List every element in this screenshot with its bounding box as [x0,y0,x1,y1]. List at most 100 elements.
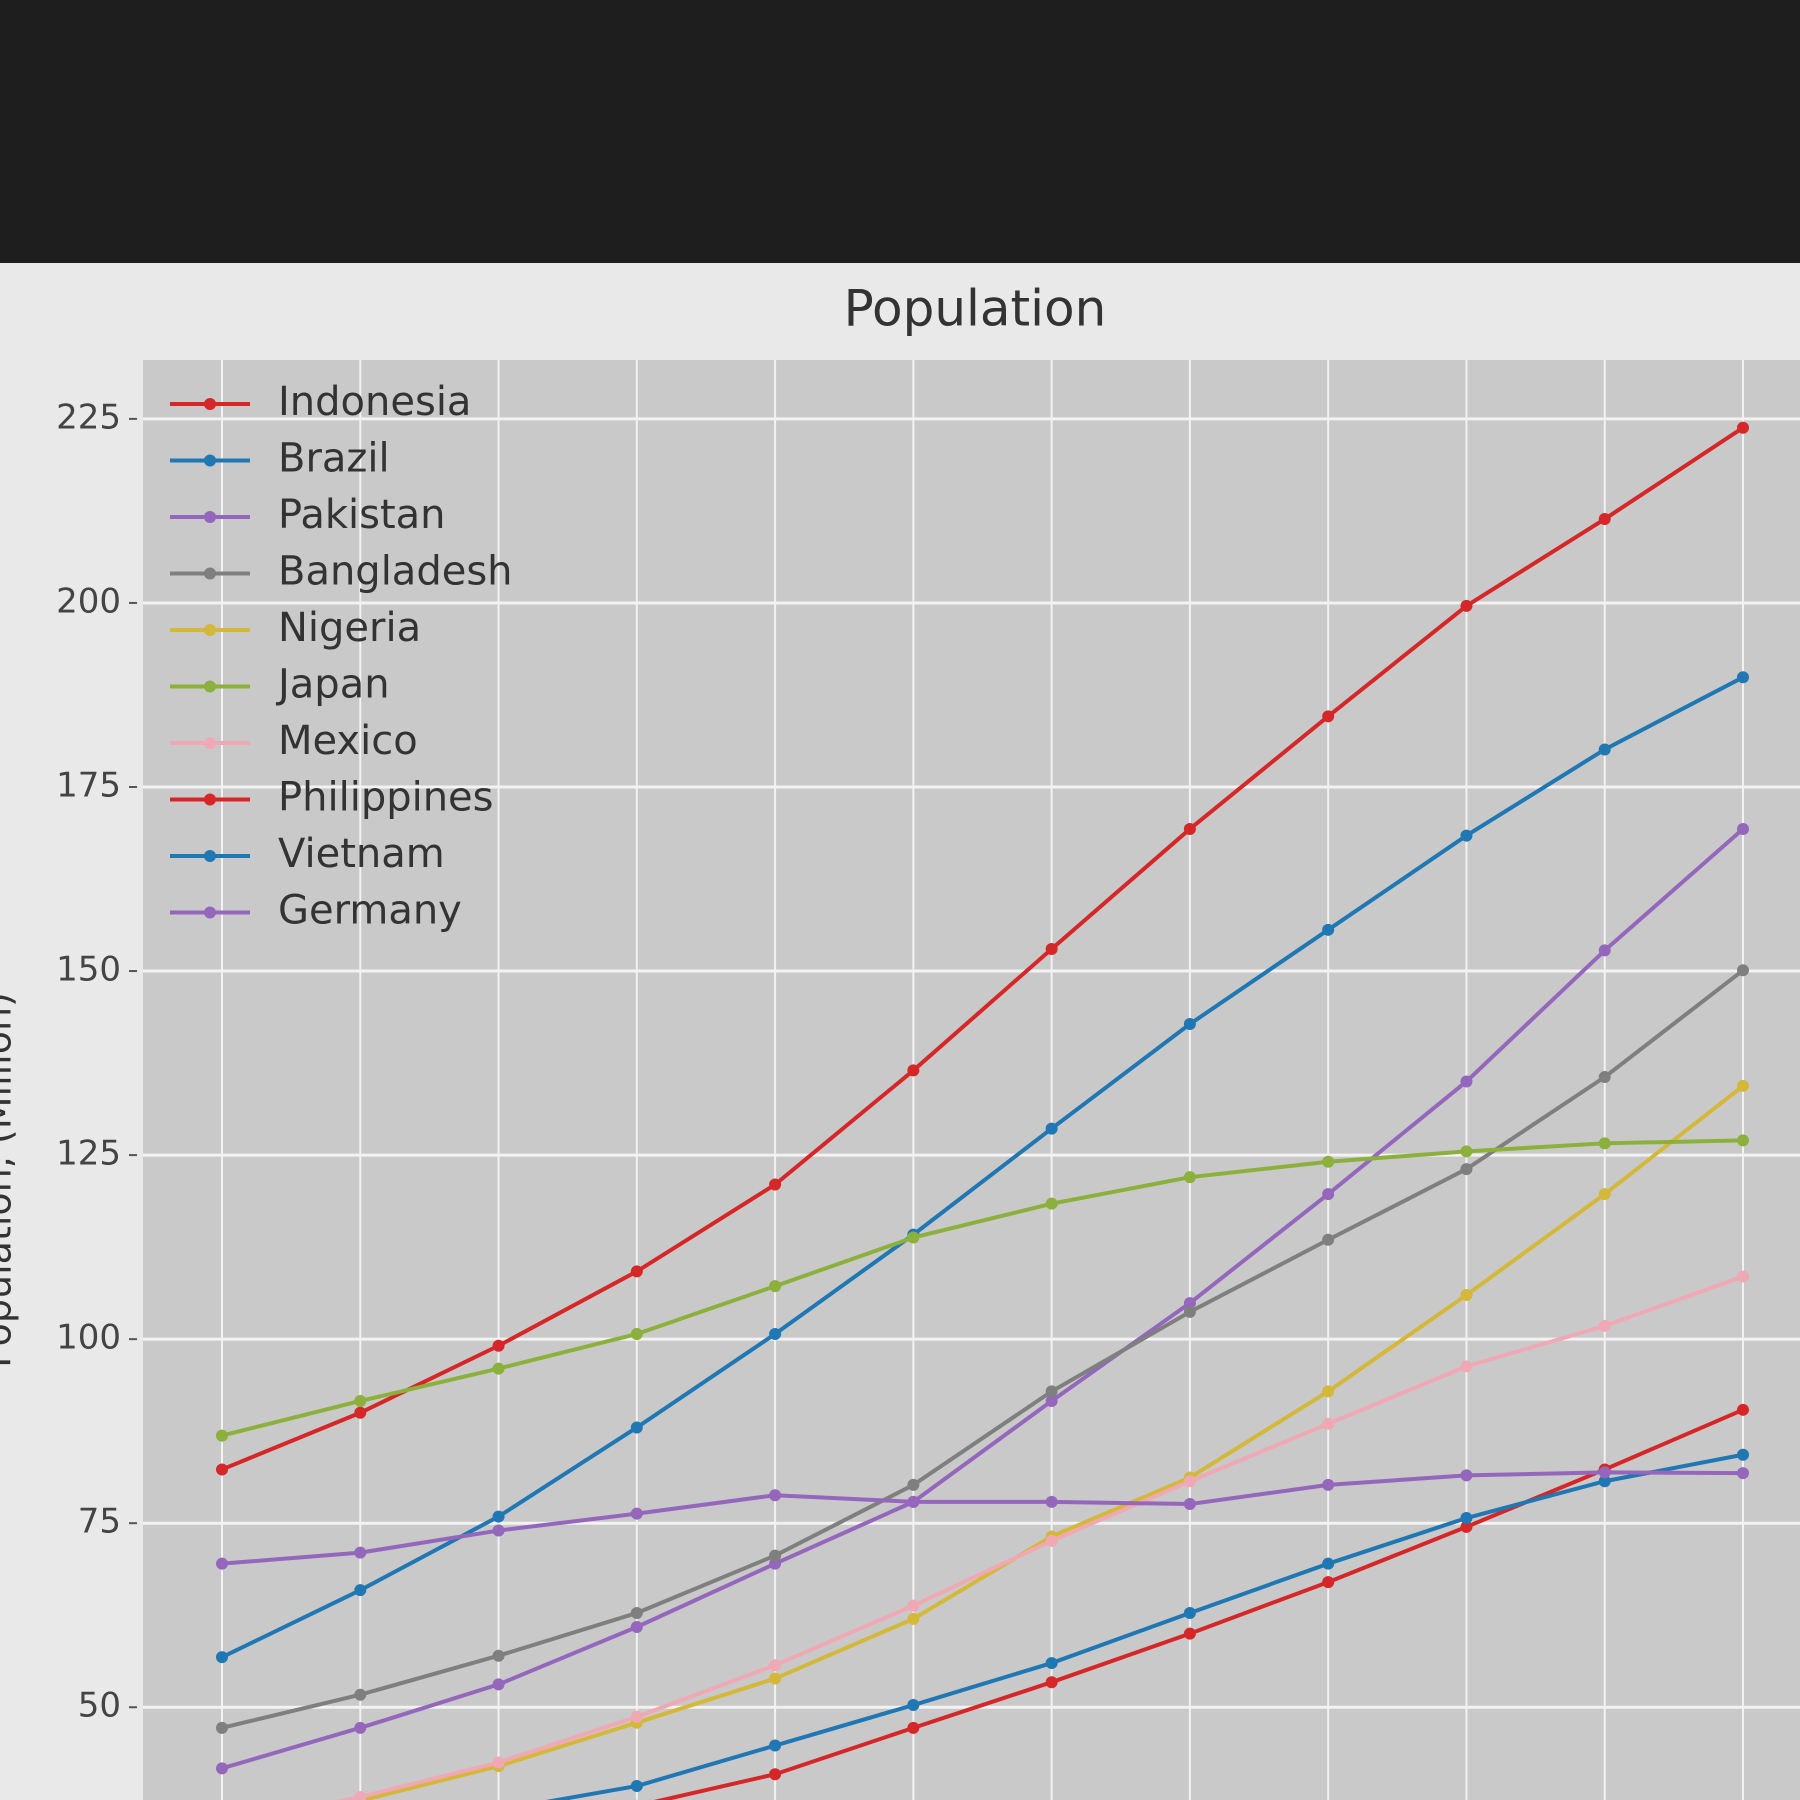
data-point [216,1762,228,1775]
series-line [354,1084,1745,1800]
y-tick-label: 200 [56,581,121,621]
y-tick-label: 75 [78,1502,121,1542]
legend-label: Vietnam [278,831,445,877]
data-point [1460,1360,1473,1373]
data-point [1183,822,1196,835]
data-point [630,1607,643,1620]
data-point [1598,944,1611,957]
data-point [1322,923,1335,936]
data-point [1045,1676,1058,1689]
data-point [769,1549,782,1562]
data-point [1045,1394,1058,1407]
data-point [216,1721,228,1734]
data-point [1183,1498,1196,1511]
data-point [1183,1171,1196,1184]
legend-marker [204,850,216,862]
legend-label: Bangladesh [278,549,513,595]
data-point [1045,1122,1058,1135]
data-point [907,1478,920,1491]
data-point [630,1265,643,1278]
legend-label: Germany [278,888,462,934]
data-point [907,1231,920,1244]
legend-marker [204,454,216,467]
legend-marker [204,511,216,523]
series-line [221,675,1744,1659]
y-tick-label: 50 [78,1686,121,1726]
data-point [769,1327,782,1340]
data-point [354,1584,367,1597]
data-point [1737,1079,1749,1092]
data-point [1460,1512,1473,1525]
data-point [1737,1270,1749,1283]
data-point [630,1327,643,1340]
y-tick-label: 100 [56,1318,121,1358]
data-point [492,1524,505,1537]
data-point [630,1620,643,1633]
data-point [1598,1188,1611,1201]
data-point [354,1688,367,1701]
y-tick-label: 175 [56,765,121,805]
legend-marker [204,398,216,410]
data-point [1460,1520,1473,1533]
data-point [1737,1403,1749,1416]
data-point [1322,1557,1335,1570]
data-point [1460,829,1473,842]
data-point [1598,513,1611,526]
data-point [1460,1075,1473,1088]
data-point [630,1780,643,1793]
data-point [769,1739,782,1752]
data-point [907,1721,920,1734]
data-point [1737,822,1749,835]
data-point [907,1599,920,1612]
data-point [1460,1288,1473,1301]
data-point [1322,1233,1335,1246]
data-point [216,1429,228,1442]
data-point [1183,1018,1196,1031]
data-point [354,1394,367,1407]
data-point [1045,1385,1058,1398]
data-point [354,1791,367,1800]
data-point [769,1672,782,1685]
screen-bezel [0,0,1800,263]
data-point [1598,1475,1611,1488]
data-point [216,1557,228,1570]
data-point [492,1510,505,1523]
data-point [630,1507,643,1520]
series-line [221,827,1745,1771]
legend-marker [204,737,216,749]
data-point [492,1339,505,1352]
data-point [492,1756,505,1769]
data-point [492,1362,505,1375]
data-point [1737,671,1749,684]
data-point [1737,964,1749,977]
data-point [1045,1197,1058,1210]
data-point [769,1280,782,1293]
legend-marker [204,906,216,919]
data-point [1598,1319,1611,1332]
legend-marker [204,680,216,693]
series-line [221,426,1745,1472]
data-point [1183,1627,1196,1640]
plot-area [143,360,1800,1800]
data-point [354,1721,367,1734]
series-line [221,968,1745,1730]
data-point [1045,1495,1058,1508]
data-point [354,1546,367,1559]
data-point [1460,1163,1473,1176]
series-line [653,1407,1744,1800]
data-point [1183,1475,1196,1488]
data-point [216,1651,228,1664]
data-point [1737,1448,1749,1461]
legend-label: Nigeria [278,605,421,651]
series-line [221,1470,1744,1566]
legend-marker [204,567,216,580]
data-point [1183,1305,1196,1318]
series-line [545,1452,1744,1800]
data-point [1737,1467,1749,1480]
data-point [492,1678,505,1691]
data-point [1045,1534,1058,1547]
data-point [1322,1385,1335,1398]
chart-title: Population [844,280,1107,338]
data-point [1322,710,1335,723]
